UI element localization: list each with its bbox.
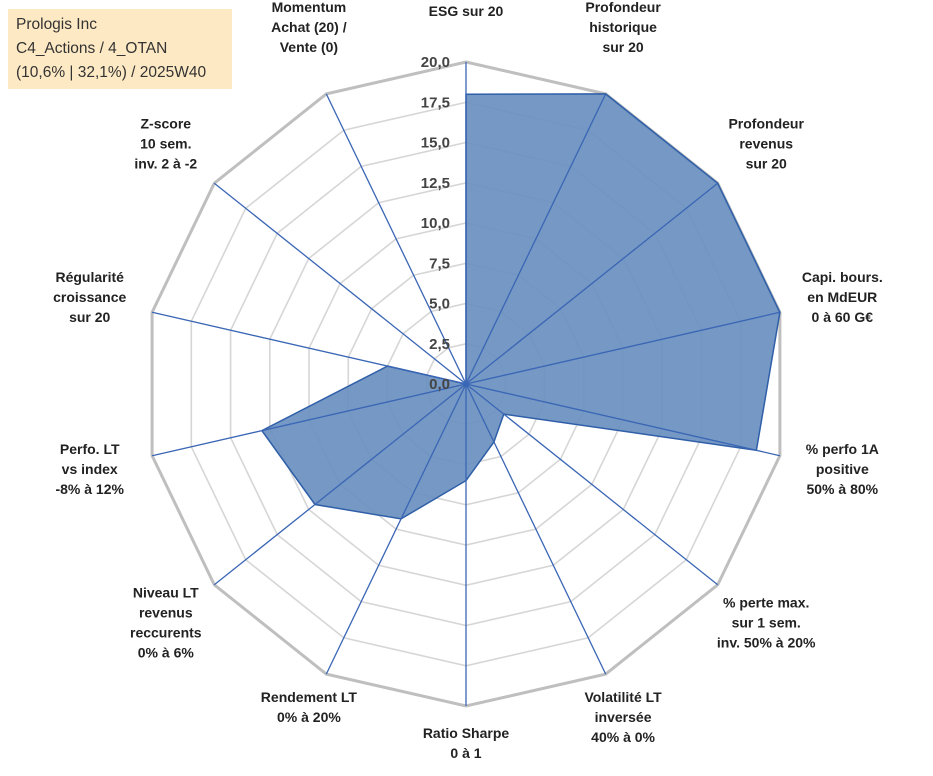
axis-spoke [213,182,467,385]
axis-label: Volatilité LT inversée 40% à 0% [584,689,662,745]
series-layer [260,93,781,520]
axis-label: Momentum Achat (20) / Vente (0) [271,0,347,55]
axis-label: Z-score 10 sem. inv. 2 à -2 [134,116,197,172]
axis-label: Capi. bours. en MdEUR 0 à 60 G€ [802,269,883,325]
company-name: Prologis Inc [16,16,97,33]
tick-label: 12,5 [421,175,450,192]
axis-spoke [465,383,719,586]
axis-label: NoteESG sur 20 [429,0,504,19]
axis-spoke [213,383,467,586]
axis-label: Rendement LT 0% à 20% [261,689,358,725]
tick-label: 7,5 [429,255,450,272]
axis-label: % perfo 1A positive 50% à 80% [806,441,879,497]
axis-label: % perte max. sur 1 sem. inv. 50% à 20% [717,594,816,650]
axis-spoke [325,93,467,385]
axis-label: Profondeur historique sur 20 [585,0,661,55]
category-line: C4_Actions / 4_OTAN [16,40,168,57]
axis-spoke [465,383,607,675]
axis-label: Ratio Sharpe 0 à 1 [423,725,510,761]
tick-label: 15,0 [421,135,450,152]
axis-label: Niveau LT revenus reccurents 0% à 6% [130,584,202,660]
axis-spoke [151,311,467,385]
axis-spoke [465,182,719,385]
axis-layer [151,62,781,706]
axis-label: Profondeur revenus sur 20 [728,116,804,172]
axis-spoke [465,311,781,385]
tick-label: 5,0 [429,296,450,313]
tick-label: 17,5 [421,94,450,111]
series-area [260,93,781,520]
tick-label: 2,5 [429,336,450,353]
tick-layer: 0,0 2,5 5,0 7,5 10,0 12,5 15,0 17,5 20,0 [421,54,450,393]
tick-label: 10,0 [421,215,450,232]
tick-label: 0,0 [429,376,450,393]
axis-spoke [151,383,467,457]
axis-spoke [325,383,467,675]
axis-spoke [465,383,781,457]
stats-line: (10,6% | 32,1%) / 2025W40 [16,64,207,81]
info-box: Prologis Inc C4_Actions / 4_OTAN (10,6% … [8,9,232,89]
axis-label: Perfo. LT vs index -8% à 12% [55,441,124,497]
axis-label: Régularité croissance sur 20 [53,269,126,325]
axis-spoke [465,93,607,385]
tick-label: 20,0 [421,54,450,71]
